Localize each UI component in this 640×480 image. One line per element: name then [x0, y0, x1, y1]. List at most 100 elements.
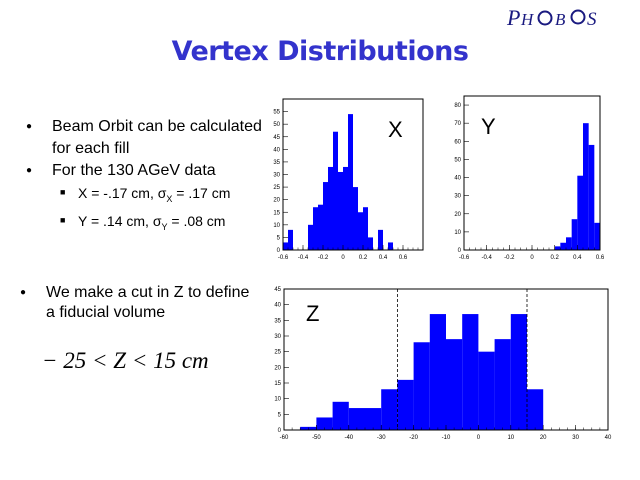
- histogram-y: -0.6 -0.4 -0.2 0 0.2 0.4 0.6 0 10 20 30 40 50 60 70 80 Y: [454, 95, 605, 261]
- x-tick-label: 10: [507, 435, 514, 441]
- y-tick-label: 15: [273, 210, 280, 216]
- svg-text:P: P: [506, 5, 520, 30]
- y-tick-label: 25: [273, 185, 280, 191]
- plot-label: X: [388, 117, 403, 142]
- y-tick-label: 0: [278, 428, 282, 434]
- histogram-bar: [316, 417, 333, 430]
- bullet-dot-icon: ●: [20, 287, 27, 298]
- histogram-bar: [446, 339, 463, 430]
- y-tick-label: 5: [278, 412, 282, 418]
- bullet-item: ● Beam Orbit can be calculated for each …: [26, 116, 276, 160]
- svg-text:B: B: [555, 10, 566, 29]
- histogram-bar: [527, 389, 544, 430]
- y-tick-label: 20: [454, 212, 461, 218]
- x-tick-label: 0.6: [596, 255, 605, 261]
- x-tick-label: 40: [605, 435, 612, 441]
- cut-formula: − 25 < Z < 15 cm: [42, 348, 209, 373]
- x-tick-label: -50: [312, 435, 321, 441]
- x-tick-label: -0.2: [318, 255, 329, 261]
- histogram-bar: [348, 408, 365, 430]
- bullet-dot-icon: ●: [26, 165, 33, 176]
- histogram-bar: [358, 212, 363, 250]
- y-tick-label: 10: [274, 397, 281, 403]
- x-tick-label: 20: [540, 435, 547, 441]
- histogram-bar: [338, 171, 343, 250]
- histogram-bar: [478, 351, 495, 430]
- y-tick-label: 50: [273, 122, 280, 128]
- histogram-bar: [388, 242, 393, 250]
- y-tick-label: 35: [273, 160, 280, 166]
- histogram-bar: [363, 207, 368, 250]
- histogram-bar: [365, 408, 382, 430]
- sub-bullet-y: ■ Y = .14 cm, σY = .08 cm: [26, 210, 276, 238]
- y-tick-label: 10: [454, 230, 461, 236]
- square-bullet-icon: ■: [60, 187, 66, 197]
- histogram-bar: [368, 237, 373, 250]
- histogram-bar: [397, 379, 414, 430]
- histogram-bar: [554, 246, 561, 250]
- histogram-x: -0.6 -0.4 -0.2 0 0.2 0.4 0.6 0 5 10 15 20 25 30 35 40 45…: [273, 98, 424, 261]
- y-tick-label: 45: [274, 287, 281, 293]
- x-tick-label: -0.2: [504, 255, 515, 261]
- histogram-bar: [571, 219, 578, 250]
- y-tick-label: 40: [273, 147, 280, 153]
- x-tick-label: 0.6: [399, 255, 408, 261]
- bullet-item: ● We make a cut in Z to define a fiducia…: [20, 283, 260, 323]
- x-tick-label: 30: [572, 435, 579, 441]
- x-tick-label: 0.4: [573, 255, 582, 261]
- histogram-bar: [510, 314, 527, 430]
- y-tick-label: 0: [458, 248, 462, 254]
- x-tick-label: -0.6: [459, 255, 470, 261]
- sub-bullet-x: ■ X = -.17 cm, σX = .17 cm: [26, 182, 276, 210]
- slide-title: Vertex Distributions: [171, 36, 469, 67]
- histogram-bar: [588, 144, 595, 250]
- x-tick-label: -40: [344, 435, 353, 441]
- x-tick-label: 0: [341, 255, 345, 261]
- y-tick-label: 30: [454, 194, 461, 200]
- x-tick-label: 0: [530, 255, 534, 261]
- histogram-bar: [566, 237, 572, 250]
- x-tick-label: 0.4: [379, 255, 388, 261]
- bullet-dot-icon: ●: [26, 121, 33, 132]
- x-tick-label: -0.4: [481, 255, 492, 261]
- histogram-bar: [494, 339, 511, 430]
- square-bullet-icon: ■: [60, 214, 66, 225]
- y-tick-label: 20: [273, 198, 280, 204]
- y-tick-label: 40: [274, 303, 281, 309]
- y-tick-label: 30: [273, 173, 280, 179]
- y-tick-label: 55: [273, 110, 280, 116]
- y-tick-label: 10: [273, 223, 280, 229]
- histogram-bar: [353, 187, 358, 250]
- x-tick-label: -10: [442, 435, 451, 441]
- svg-text:H: H: [520, 10, 535, 29]
- y-tick-label: 80: [454, 103, 461, 109]
- histogram-bar: [583, 123, 589, 250]
- histogram-bar: [462, 314, 479, 430]
- svg-text:S: S: [587, 9, 597, 30]
- y-tick-label: 25: [274, 350, 281, 356]
- histogram-bar: [560, 242, 566, 250]
- histogram-bar: [343, 166, 348, 250]
- bullet-item: ● For the 130 AGeV data: [26, 160, 276, 182]
- histogram-bar: [332, 401, 349, 430]
- bullet-list-2: ● We make a cut in Z to define a fiducia…: [20, 283, 260, 323]
- bullet-list: ● Beam Orbit can be calculated for each …: [26, 116, 276, 238]
- plot-label: Y: [481, 114, 496, 139]
- bullet-text: We make a cut in Z to define a fiducial …: [46, 284, 250, 321]
- histogram-bar: [577, 175, 583, 250]
- histogram-bar: [283, 242, 288, 250]
- x-tick-label: -60: [280, 435, 289, 441]
- y-tick-label: 30: [274, 334, 281, 340]
- y-tick-label: 40: [454, 176, 461, 182]
- x-tick-label: -30: [377, 435, 386, 441]
- histogram-bar: [313, 207, 318, 250]
- histogram-bar: [308, 224, 313, 250]
- y-tick-label: 50: [454, 157, 461, 163]
- x-tick-label: -0.4: [298, 255, 309, 261]
- y-tick-label: 15: [274, 381, 281, 387]
- histogram-bar: [348, 114, 353, 250]
- x-tick-label: 0.2: [550, 255, 559, 261]
- histogram-bar: [288, 229, 293, 250]
- histogram-bar: [333, 131, 338, 250]
- x-tick-label: -20: [409, 435, 418, 441]
